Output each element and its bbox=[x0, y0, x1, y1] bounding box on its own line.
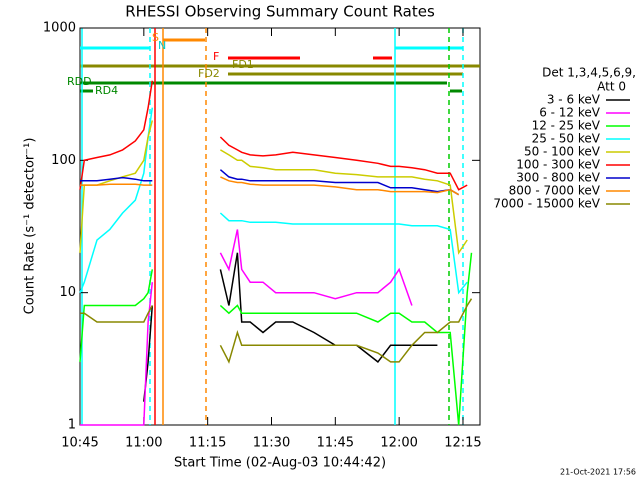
series-line bbox=[80, 229, 413, 426]
legend-title: Det 1,3,4,5,6,9, bbox=[542, 66, 636, 80]
y-tick-label: 1000 bbox=[43, 21, 76, 36]
legend-label: 12 - 25 keV bbox=[532, 119, 601, 133]
annotation: FD1 bbox=[232, 58, 254, 71]
annotation: RDD bbox=[67, 75, 92, 88]
annotation: F bbox=[213, 50, 219, 63]
legend-label: 3 - 6 keV bbox=[547, 93, 601, 107]
x-tick-label: 12:15 bbox=[444, 436, 481, 451]
series-line bbox=[80, 169, 460, 196]
series-line bbox=[79, 252, 473, 426]
annotation: N bbox=[158, 39, 166, 52]
legend-label: 800 - 7000 keV bbox=[509, 184, 601, 198]
y-tick-label: 1 bbox=[68, 418, 76, 433]
y-tick-label: 10 bbox=[59, 285, 76, 300]
x-axis-label: Start Time (02-Aug-03 10:44:42) bbox=[174, 456, 386, 471]
legend-title: Att 0 bbox=[597, 80, 626, 94]
legend-label: 300 - 800 keV bbox=[516, 171, 600, 185]
series-line bbox=[79, 107, 468, 295]
annotation: RD4 bbox=[95, 84, 118, 97]
x-tick-label: 12:00 bbox=[380, 436, 417, 451]
legend-label: 50 - 100 keV bbox=[524, 145, 601, 159]
y-tick-label: 100 bbox=[51, 153, 76, 168]
annotation: FD2 bbox=[198, 67, 220, 80]
x-tick-label: 11:15 bbox=[189, 436, 226, 451]
legend-label: 7000 - 15000 keV bbox=[493, 197, 600, 211]
series-line bbox=[80, 176, 460, 196]
legend-label: 6 - 12 keV bbox=[539, 106, 601, 120]
y-axis-label: Count Rate (s⁻¹ detector⁻¹) bbox=[23, 138, 38, 315]
annotation: S bbox=[152, 31, 159, 44]
x-tick-label: 11:30 bbox=[253, 436, 290, 451]
chart-title: RHESSI Observing Summary Count Rates bbox=[125, 3, 435, 21]
x-tick-label: 11:45 bbox=[317, 436, 354, 451]
footer: 21-Oct-2021 17:56 bbox=[560, 468, 636, 477]
series-line bbox=[80, 298, 473, 364]
x-tick-label: 10:45 bbox=[61, 436, 98, 451]
series-line bbox=[79, 80, 468, 191]
legend-label: 100 - 300 keV bbox=[516, 158, 600, 172]
x-tick-label: 11:00 bbox=[125, 436, 162, 451]
legend-label: 25 - 50 keV bbox=[532, 132, 601, 146]
